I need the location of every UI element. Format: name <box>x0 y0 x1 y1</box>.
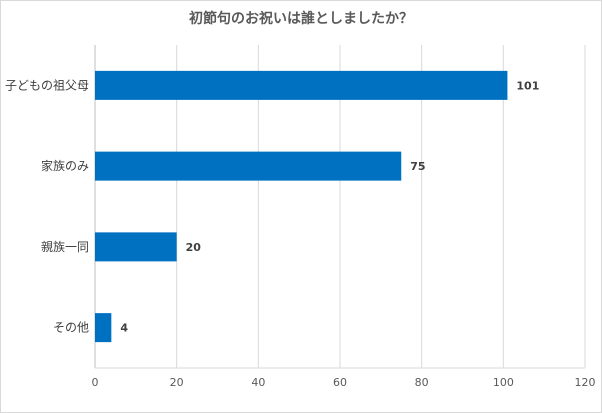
data-label: 101 <box>516 79 539 92</box>
data-label: 4 <box>120 322 128 335</box>
category-label: 家族のみ <box>41 158 89 173</box>
x-tick-label: 80 <box>415 376 429 389</box>
data-label: 20 <box>186 241 202 254</box>
bar <box>95 70 508 100</box>
bar <box>95 313 112 343</box>
category-label: その他 <box>53 321 89 335</box>
x-tick-label: 40 <box>251 376 265 389</box>
x-tick-label: 60 <box>333 376 347 389</box>
x-tick-label: 120 <box>575 376 596 389</box>
chart-title: 初節句のお祝いは誰としましたか？ <box>189 11 413 27</box>
category-label: 親族一同 <box>41 240 89 254</box>
x-tick-label: 0 <box>92 376 99 389</box>
bar <box>95 151 402 181</box>
category-label: 子どもの祖父母 <box>5 77 89 92</box>
x-tick-label: 100 <box>493 376 514 389</box>
bar <box>95 232 177 262</box>
x-tick-label: 20 <box>170 376 184 389</box>
data-label: 75 <box>410 160 425 173</box>
